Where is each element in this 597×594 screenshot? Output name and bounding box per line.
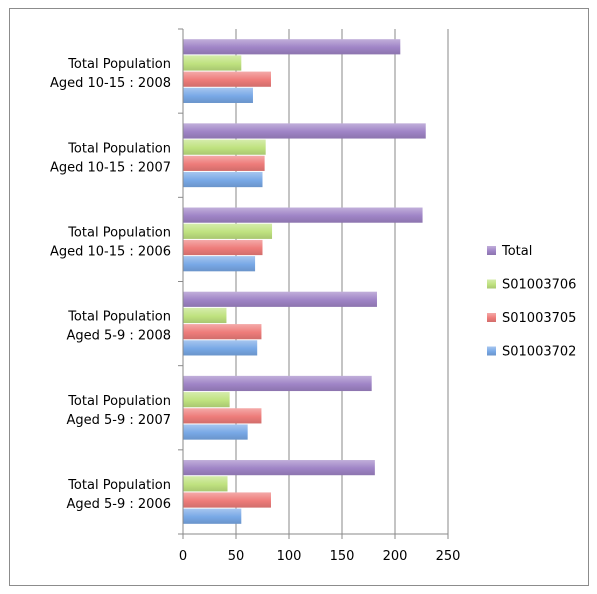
bar-total-2 (183, 123, 426, 139)
bar-s01003705-6 (183, 492, 271, 508)
legend: Total S01003706 S01003705 S01003702 (487, 244, 576, 360)
chart-area: 0 50 100 150 200 250 Total Population Aged 10-1… (9, 8, 589, 586)
bar-total-3 (183, 207, 423, 223)
legend-swatch-s01003705 (487, 313, 496, 322)
legend-label-total: Total (501, 244, 532, 259)
bars (183, 39, 426, 524)
x-tick-label: 50 (228, 549, 245, 564)
category-label: Aged 5-9 : 2008 (67, 329, 172, 344)
x-tick-label: 250 (436, 549, 461, 564)
category-label: Total Population (67, 394, 171, 409)
legend-swatch-total (487, 246, 496, 255)
bar-s01003706-6 (183, 476, 228, 492)
bar-total-4 (183, 291, 377, 307)
bar-s01003706-2 (183, 139, 266, 155)
bar-s01003705-1 (183, 71, 271, 87)
legend-label-s01003705: S01003705 (502, 311, 576, 326)
category-label: Aged 10-15 : 2007 (50, 160, 171, 175)
category-label: Aged 5-9 : 2006 (67, 497, 172, 512)
bar-s01003705-5 (183, 408, 262, 424)
bar-s01003702-1 (183, 87, 253, 103)
x-tick-label: 150 (330, 549, 355, 564)
x-tick-label: 100 (277, 549, 302, 564)
bar-chart: 0 50 100 150 200 250 Total Population Aged 10-1… (50, 28, 576, 564)
bar-total-5 (183, 375, 372, 392)
bar-total-1 (183, 39, 401, 55)
gridlines (235, 29, 449, 534)
legend-label-s01003706: S01003706 (502, 278, 576, 293)
legend-swatch-s01003702 (487, 346, 496, 356)
bar-s01003705-3 (183, 239, 263, 256)
category-label: Total Population (67, 478, 171, 493)
x-tick-label: 0 (179, 549, 187, 564)
bar-s01003705-4 (183, 324, 262, 340)
bar-s01003706-3 (183, 223, 273, 239)
category-label: Total Population (67, 141, 171, 156)
legend-label-s01003702: S01003702 (502, 345, 576, 360)
bar-total-6 (183, 460, 375, 476)
bar-s01003702-6 (183, 508, 242, 524)
legend-swatch-s01003706 (487, 279, 496, 289)
bar-s01003705-2 (183, 155, 265, 171)
category-label: Aged 10-15 : 2008 (50, 76, 171, 91)
category-label: Total Population (67, 225, 171, 240)
axes: 0 50 100 150 200 250 Total Population Aged 10-1… (50, 28, 461, 564)
category-label: Total Population (67, 310, 171, 325)
bar-s01003706-1 (183, 55, 242, 71)
category-label: Aged 10-15 : 2006 (50, 244, 171, 259)
category-label: Aged 5-9 : 2007 (67, 413, 172, 428)
x-tick-label: 200 (383, 549, 408, 564)
bar-s01003706-5 (183, 392, 230, 408)
bar-s01003702-3 (183, 256, 256, 272)
bar-s01003702-5 (183, 424, 248, 440)
bar-s01003706-4 (183, 307, 227, 324)
bar-s01003702-4 (183, 340, 258, 356)
bar-s01003702-2 (183, 171, 263, 188)
category-label: Total Population (67, 57, 171, 72)
